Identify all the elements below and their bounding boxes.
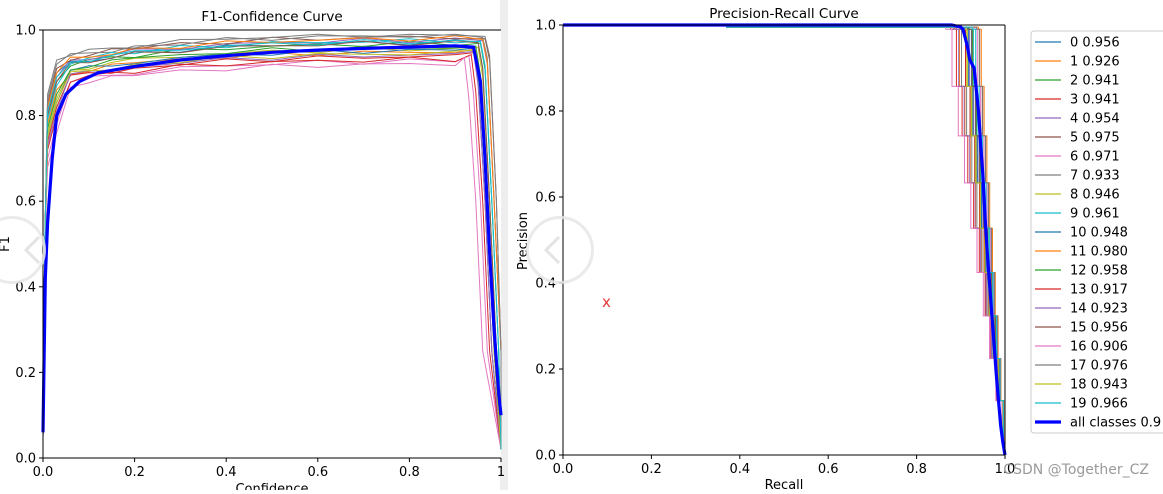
f1-y-tick-label: 0.0 — [15, 452, 36, 467]
legend-entry-label-19: 19 0.966 — [1070, 397, 1128, 412]
legend-entry-label-3: 3 0.941 — [1070, 93, 1120, 108]
f1-x-tick-label: 0.4 — [216, 465, 237, 480]
f1-x-tick-label: 0.6 — [307, 465, 328, 480]
f1-x-tick-label: 1 — [497, 465, 505, 480]
legend-entry-label-14: 14 0.923 — [1070, 302, 1128, 317]
pr-y-tick-label: 1.0 — [535, 19, 556, 34]
legend-entry-label-2: 2 0.941 — [1070, 74, 1120, 89]
legend-entry-label-7: 7 0.933 — [1070, 169, 1120, 184]
legend-entry-label-1: 1 0.926 — [1070, 55, 1120, 70]
legend-entry-label-6: 6 0.971 — [1070, 150, 1120, 165]
legend-entry-label-17: 17 0.976 — [1070, 359, 1128, 374]
pr-x-tick-label: 0.6 — [818, 462, 839, 477]
f1-class-line-7 — [42, 33, 502, 450]
f1-x-tick-label: 0.0 — [33, 465, 54, 480]
legend-entry-label-12: 12 0.958 — [1070, 264, 1128, 279]
legend-entry-label-20: all classes 0.9 — [1070, 416, 1161, 431]
f1-class-line-5 — [42, 35, 502, 450]
f1-x-axis-label: Confidence — [235, 482, 308, 490]
legend-entry-label-11: 11 0.980 — [1070, 245, 1128, 260]
f1-y-tick-label: 0.8 — [15, 109, 36, 124]
pr-class-line-19 — [563, 24, 1006, 456]
f1-y-tick-label: 0.6 — [15, 195, 36, 210]
panel-divider — [500, 0, 508, 490]
pr-y-tick-label: 0.2 — [535, 363, 556, 378]
f1-x-tick-label: 0.2 — [124, 465, 145, 480]
legend-entry-label-15: 15 0.956 — [1070, 321, 1128, 336]
f1-plot-area — [43, 30, 501, 458]
watermark-text: CSDN @Together_CZ — [1003, 462, 1149, 478]
legend-box — [1030, 30, 1163, 434]
pr-x-tick-label: 0.0 — [553, 462, 574, 477]
close-marker[interactable]: x — [602, 293, 611, 311]
next-image-button[interactable] — [526, 216, 594, 284]
pr-x-axis-label: Recall — [765, 478, 804, 490]
f1-class-line-11 — [42, 35, 502, 450]
legend-entry-label-8: 8 0.946 — [1070, 188, 1120, 203]
pr-plot-area — [563, 25, 1005, 455]
f1-class-line-8 — [42, 46, 502, 450]
pr-y-tick-label: 0.0 — [535, 449, 556, 464]
f1-class-line-19 — [42, 39, 502, 450]
legend-entry-label-18: 18 0.943 — [1070, 378, 1128, 393]
legend-entry-label-9: 9 0.961 — [1070, 207, 1120, 222]
f1-chart-title: F1-Confidence Curve — [201, 9, 342, 25]
legend-entry-label-16: 16 0.906 — [1070, 340, 1128, 355]
legend-entry-label-10: 10 0.948 — [1070, 226, 1128, 241]
f1-class-line-6 — [42, 54, 502, 450]
legend-entry-label-13: 13 0.917 — [1070, 283, 1128, 298]
legend-entry-label-4: 4 0.954 — [1070, 112, 1120, 127]
f1-x-tick-label: 0.8 — [399, 465, 420, 480]
f1-class-line-16 — [42, 56, 502, 450]
f1-y-tick-label: 0.4 — [15, 280, 36, 295]
pr-class-line-17 — [563, 24, 1006, 456]
f1-all-classes-line — [41, 44, 503, 433]
legend-entry-label-5: 5 0.975 — [1070, 131, 1120, 146]
pr-x-tick-label: 0.4 — [729, 462, 750, 477]
f1-class-line-17 — [42, 33, 502, 450]
legend-entry-label-0: 0 0.956 — [1070, 36, 1120, 51]
pr-all-classes-line — [563, 23, 1007, 456]
pr-y-tick-label: 0.8 — [535, 105, 556, 120]
pr-chart-title: Precision-Recall Curve — [709, 6, 859, 22]
f1-class-line-15 — [42, 40, 502, 450]
pr-y-tick-label: 0.6 — [535, 191, 556, 206]
pr-x-tick-label: 0.2 — [641, 462, 662, 477]
f1-y-tick-label: 1.0 — [15, 24, 36, 39]
pr-x-tick-label: 1.0 — [995, 462, 1016, 477]
f1-class-line-14 — [42, 50, 502, 450]
f1-y-tick-label: 0.2 — [15, 366, 36, 381]
pr-x-tick-label: 0.8 — [906, 462, 927, 477]
